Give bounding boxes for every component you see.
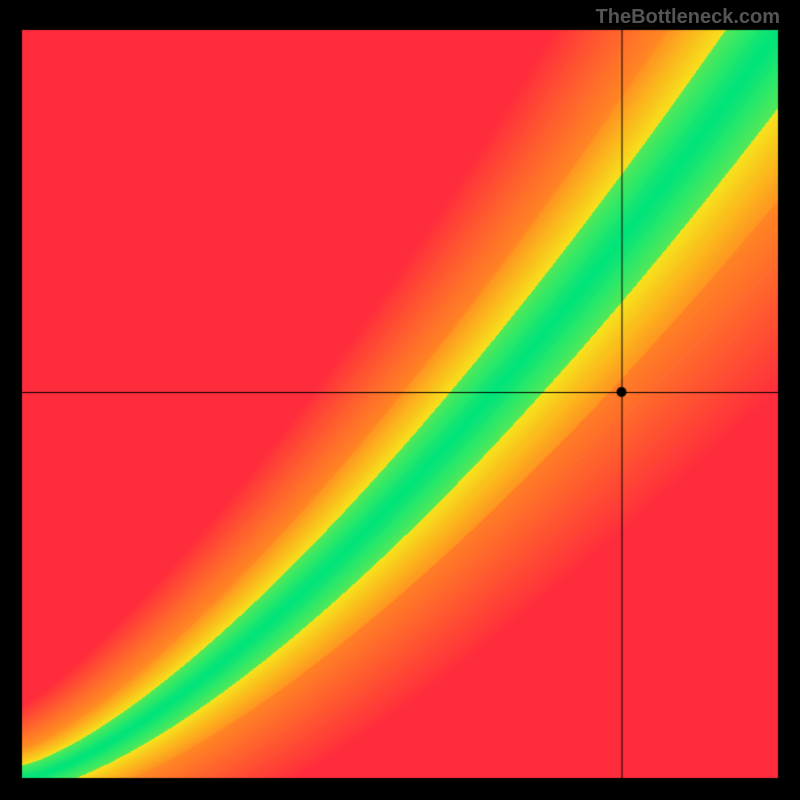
chart-container: TheBottleneck.com bbox=[0, 0, 800, 800]
bottleneck-heatmap bbox=[0, 0, 800, 800]
attribution-label: TheBottleneck.com bbox=[596, 6, 780, 29]
